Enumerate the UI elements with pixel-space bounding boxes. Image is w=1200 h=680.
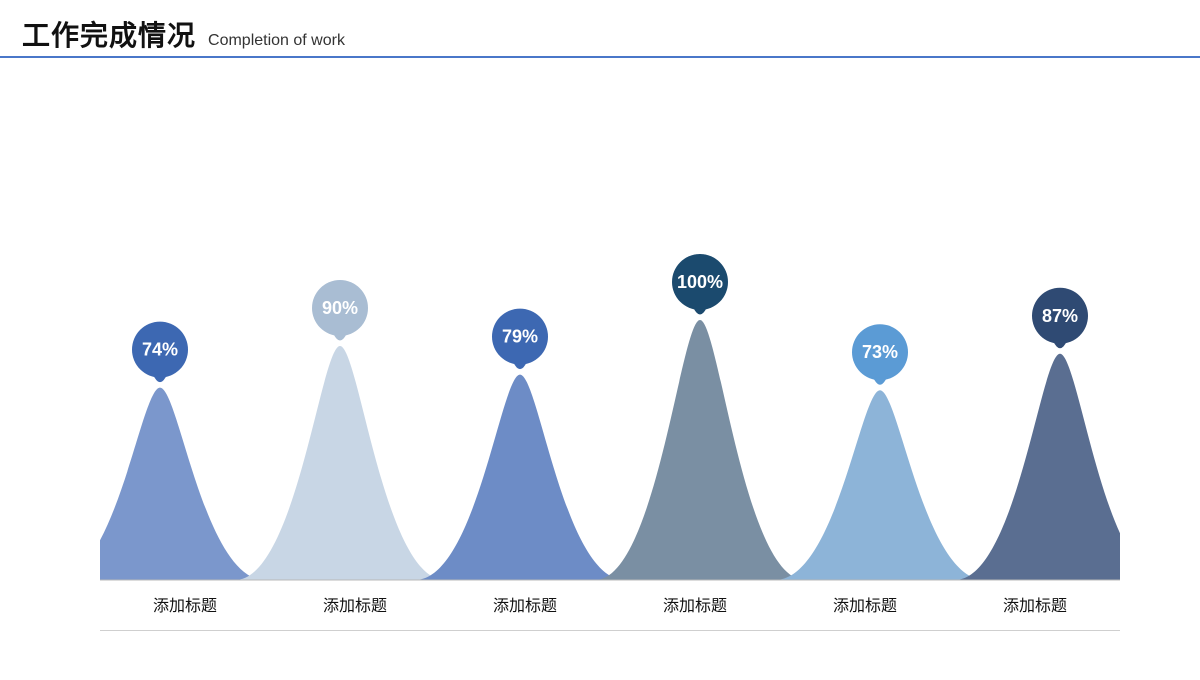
value-badge-text: 100% <box>677 272 723 292</box>
slide: 工作完成情况 Completion of work 74%90%79%100%7… <box>0 0 1200 680</box>
chart-peak <box>595 320 805 580</box>
chart-peak <box>235 346 445 580</box>
value-badge-text: 74% <box>142 340 178 360</box>
x-label: 添加标题 <box>100 592 270 624</box>
chart-peak <box>100 388 265 580</box>
value-badge: 100% <box>672 254 728 315</box>
header-rule <box>0 56 1200 58</box>
completion-chart: 74% 90% 79% 100% 73% 87% <box>100 160 1120 590</box>
value-badge: 90% <box>312 280 368 341</box>
chart-peak <box>955 354 1120 580</box>
value-badge-text: 73% <box>862 342 898 362</box>
title-cn: 工作完成情况 <box>22 14 196 54</box>
value-badge: 87% <box>1032 288 1088 349</box>
value-badge: 79% <box>492 309 548 370</box>
x-label: 添加标题 <box>270 592 440 624</box>
x-label: 添加标题 <box>610 592 780 624</box>
x-label: 添加标题 <box>950 592 1120 624</box>
x-label: 添加标题 <box>780 592 950 624</box>
chart-svg: 74% 90% 79% 100% 73% 87% <box>100 160 1120 590</box>
slide-header: 工作完成情况 Completion of work <box>22 14 345 54</box>
value-badge-text: 90% <box>322 298 358 318</box>
chart-peak <box>775 390 985 580</box>
value-badge: 73% <box>852 324 908 385</box>
value-badge: 74% <box>132 322 188 383</box>
value-badge-text: 87% <box>1042 306 1078 326</box>
x-labels-row: 添加标题添加标题添加标题添加标题添加标题添加标题 <box>100 592 1120 624</box>
value-badge-text: 79% <box>502 327 538 347</box>
title-en: Completion of work <box>208 32 345 50</box>
chart-peak <box>415 375 625 580</box>
x-label: 添加标题 <box>440 592 610 624</box>
x-labels-rule <box>100 630 1120 631</box>
